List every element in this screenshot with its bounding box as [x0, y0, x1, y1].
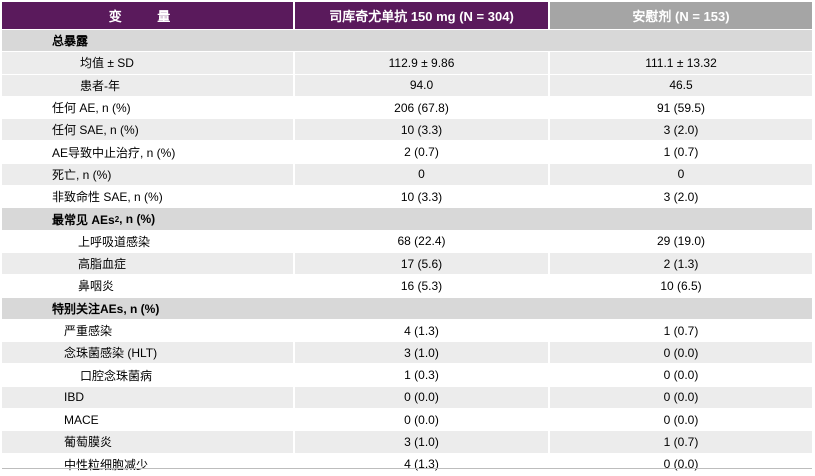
row-value-placebo: 3 (2.0): [550, 186, 812, 208]
row-label: 念珠菌感染 (HLT): [2, 342, 295, 364]
table-row: 严重感染 4 (1.3) 1 (0.7): [2, 319, 812, 343]
table-header-row: 变 量 司库奇尤单抗 150 mg (N = 304) 安慰剂 (N = 153…: [2, 2, 812, 30]
row-label: 严重感染: [2, 319, 295, 342]
row-label: 死亡, n (%): [2, 163, 295, 186]
section-total-exposure: 总暴露: [2, 30, 812, 53]
row-label: 患者-年: [2, 74, 295, 96]
table-row: 鼻咽炎 16 (5.3) 10 (6.5): [2, 275, 812, 298]
row-value-placebo: 111.1 ± 13.32: [550, 52, 812, 74]
row-value-placebo: 91 (59.5): [550, 96, 812, 119]
row-value-secukinumab: 16 (5.3): [295, 275, 550, 297]
section-special-interest-aes: 特别关注AEs, n (%): [2, 297, 812, 320]
section-label-text: 最常见 AEs: [52, 212, 115, 227]
row-label: MACE: [2, 409, 295, 431]
row-value-placebo: 0: [550, 163, 812, 186]
row-value-placebo: 0 (0.0): [550, 386, 812, 409]
row-label: 非致命性 SAE, n (%): [2, 186, 295, 208]
row-value-placebo: 0 (0.0): [550, 453, 812, 475]
footnote-marker: 2: [114, 214, 120, 224]
row-value-secukinumab: 0: [295, 163, 550, 186]
table-bottom-border: [2, 468, 812, 469]
row-value-secukinumab: 2 (0.7): [295, 141, 550, 163]
row-value-secukinumab: 0 (0.0): [295, 409, 550, 431]
section-label-suffix: , n (%): [119, 212, 156, 227]
table-row: 均值 ± SD 112.9 ± 9.86 111.1 ± 13.32: [2, 52, 812, 75]
row-value-secukinumab: 1 (0.3): [295, 364, 550, 386]
row-value-secukinumab: 17 (5.6): [295, 252, 550, 275]
section-label: 最常见 AEs 2, n (%): [2, 208, 812, 230]
row-value-secukinumab: 10 (3.3): [295, 186, 550, 208]
row-value-secukinumab: 4 (1.3): [295, 319, 550, 342]
table-row: 任何 AE, n (%) 206 (67.8) 91 (59.5): [2, 96, 812, 120]
row-value-secukinumab: 206 (67.8): [295, 96, 550, 119]
section-label: 总暴露: [2, 30, 812, 52]
table-row: 口腔念珠菌病 1 (0.3) 0 (0.0): [2, 364, 812, 387]
row-value-secukinumab: 68 (22.4): [295, 230, 550, 252]
table-row: 中性粒细胞减少 4 (1.3) 0 (0.0): [2, 453, 812, 476]
row-value-placebo: 46.5: [550, 74, 812, 96]
table-row: IBD 0 (0.0) 0 (0.0): [2, 386, 812, 410]
row-value-secukinumab: 0 (0.0): [295, 386, 550, 409]
row-value-secukinumab: 94.0: [295, 74, 550, 96]
table-row: 患者-年 94.0 46.5: [2, 74, 812, 97]
table-row: 上呼吸道感染 68 (22.4) 29 (19.0): [2, 230, 812, 253]
row-label: 高脂血症: [2, 252, 295, 275]
header-variable: 变 量: [2, 2, 295, 29]
section-most-common-aes: 最常见 AEs 2, n (%): [2, 208, 812, 231]
table-row: 任何 SAE, n (%) 10 (3.3) 3 (2.0): [2, 119, 812, 142]
table-row: 死亡, n (%) 0 0: [2, 163, 812, 187]
row-label: 口腔念珠菌病: [2, 364, 295, 386]
row-label: 均值 ± SD: [2, 52, 295, 74]
table-row: 非致命性 SAE, n (%) 10 (3.3) 3 (2.0): [2, 186, 812, 209]
table-row: 葡萄膜炎 3 (1.0) 1 (0.7): [2, 431, 812, 454]
row-label: 上呼吸道感染: [2, 230, 295, 252]
row-label: 任何 AE, n (%): [2, 96, 295, 119]
section-label: 特别关注AEs, n (%): [2, 297, 812, 319]
row-value-placebo: 0 (0.0): [550, 409, 812, 431]
row-value-secukinumab: 112.9 ± 9.86: [295, 52, 550, 74]
row-value-placebo: 29 (19.0): [550, 230, 812, 252]
row-value-secukinumab: 4 (1.3): [295, 453, 550, 475]
row-value-secukinumab: 3 (1.0): [295, 342, 550, 364]
row-label: AE导致中止治疗, n (%): [2, 141, 295, 163]
row-value-placebo: 3 (2.0): [550, 119, 812, 141]
row-value-placebo: 0 (0.0): [550, 364, 812, 386]
row-value-placebo: 1 (0.7): [550, 319, 812, 342]
header-secukinumab: 司库奇尤单抗 150 mg (N = 304): [295, 2, 550, 29]
header-placebo: 安慰剂 (N = 153): [550, 2, 812, 29]
row-label: 任何 SAE, n (%): [2, 119, 295, 141]
row-label: IBD: [2, 386, 295, 409]
row-label: 葡萄膜炎: [2, 431, 295, 453]
table-row: 高脂血症 17 (5.6) 2 (1.3): [2, 252, 812, 276]
row-value-placebo: 1 (0.7): [550, 141, 812, 163]
table-row: 念珠菌感染 (HLT) 3 (1.0) 0 (0.0): [2, 342, 812, 365]
table-row: MACE 0 (0.0) 0 (0.0): [2, 409, 812, 432]
row-value-secukinumab: 3 (1.0): [295, 431, 550, 453]
row-value-secukinumab: 10 (3.3): [295, 119, 550, 141]
row-value-placebo: 10 (6.5): [550, 275, 812, 297]
row-value-placebo: 2 (1.3): [550, 252, 812, 275]
row-value-placebo: 1 (0.7): [550, 431, 812, 453]
table-row: AE导致中止治疗, n (%) 2 (0.7) 1 (0.7): [2, 141, 812, 164]
row-label: 鼻咽炎: [2, 275, 295, 297]
row-value-placebo: 0 (0.0): [550, 342, 812, 364]
